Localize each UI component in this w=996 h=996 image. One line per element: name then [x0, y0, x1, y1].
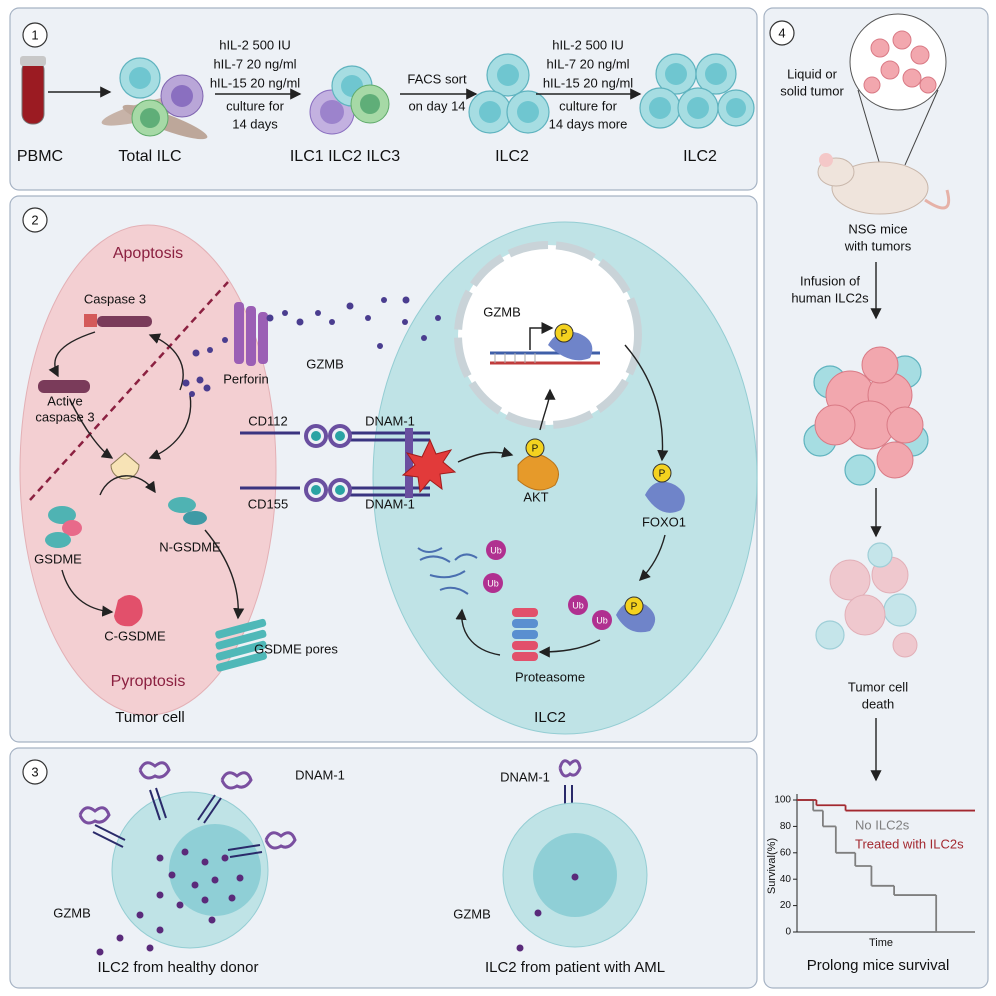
phospho-badge: [624, 596, 644, 616]
molecule-label: AKT: [523, 489, 548, 504]
stage-label: Total ILC: [118, 148, 181, 165]
panel-4-art: [803, 13, 951, 782]
condition: hIL-2 500 IU: [552, 37, 624, 52]
cell-label: ILC2: [534, 709, 566, 726]
ub-badge: [568, 595, 588, 615]
molecule-label: GZMB: [453, 906, 491, 921]
molecule-label: CD112: [248, 413, 288, 428]
ub-badge: [592, 610, 612, 630]
phospho-label: P: [631, 602, 638, 613]
caption: ILC2 from patient with AML: [485, 959, 665, 976]
ub-label: Ub: [596, 615, 608, 625]
condition: hIL-2 500 IU: [219, 37, 291, 52]
condition: hIL-15 20 ng/ml: [543, 75, 633, 90]
y-tick-label: 60: [780, 847, 792, 858]
panel-3-art: [78, 759, 648, 956]
molecule-label: Perforin: [223, 371, 269, 386]
molecule-label: C-GSDME: [104, 628, 166, 643]
ub-badge: [483, 573, 503, 593]
molecule-label: Caspase 3: [84, 291, 146, 306]
y-axis-label: Survival(%): [766, 838, 778, 894]
step-label: solid tumor: [780, 83, 844, 98]
molecule-label: CD155: [248, 496, 288, 511]
molecule-label: Active: [47, 393, 82, 408]
stage-label: ILC1 ILC2 ILC3: [290, 148, 400, 165]
step-label: Tumor cell: [848, 679, 908, 694]
condition: hIL-7 20 ng/ml: [546, 56, 629, 71]
cell-label: Tumor cell: [115, 709, 184, 726]
legend-label: Treated with ILC2s: [855, 836, 964, 851]
molecule-label: caspase 3: [35, 409, 94, 424]
conclusion: Prolong mice survival: [807, 957, 950, 974]
ub-label: Ub: [487, 578, 499, 588]
panel-number: 3: [31, 764, 38, 779]
step-label: Liquid or: [787, 66, 838, 81]
caption: ILC2 from healthy donor: [98, 959, 259, 976]
step-label: Infusion of: [800, 273, 860, 288]
y-tick-label: 100: [774, 795, 791, 806]
stage-label: ILC2: [683, 148, 717, 165]
stage-label: PBMC: [17, 148, 63, 165]
condition: culture for: [226, 98, 284, 113]
molecule-label: DNAM-1: [365, 413, 415, 428]
step-label: human ILC2s: [791, 290, 869, 305]
condition: 14 days: [232, 116, 278, 131]
y-tick-label: 20: [780, 900, 792, 911]
step-label: with tumors: [844, 238, 912, 253]
condition: hIL-15 20 ng/ml: [210, 75, 300, 90]
panel-number: 1: [31, 27, 38, 42]
molecule-label: GZMB: [53, 905, 91, 920]
molecule-label: GSDME pores: [254, 641, 338, 656]
molecule-label: DNAM-1: [365, 496, 415, 511]
ub-label: Ub: [490, 545, 502, 555]
step-label: death: [862, 696, 895, 711]
phospho-label: P: [561, 329, 568, 340]
molecule-label: GZMB: [306, 356, 344, 371]
molecule-label: GZMB: [483, 304, 521, 319]
phospho-badge: [554, 323, 574, 343]
y-tick-label: 80: [780, 821, 792, 832]
panel-number: 4: [778, 25, 785, 40]
stage-label: ILC2: [495, 148, 529, 165]
phospho-badge: [525, 438, 545, 458]
panel-badge: [22, 759, 48, 785]
molecule-label: DNAM-1: [295, 767, 345, 782]
panel-2-art: [19, 221, 758, 735]
legend-label: No ILC2s: [855, 817, 910, 832]
condition: on day 14: [408, 98, 465, 113]
y-tick-label: 40: [780, 874, 792, 885]
panel-1-art: [20, 53, 755, 140]
process-label: Pyroptosis: [111, 673, 186, 690]
process-label: Apoptosis: [113, 245, 183, 262]
y-tick-label: 0: [785, 927, 791, 938]
panel-badge: [769, 20, 795, 46]
molecule-label: FOXO1: [642, 514, 686, 529]
condition: 14 days more: [549, 116, 628, 131]
molecule-label: DNAM-1: [500, 769, 550, 784]
phospho-label: P: [532, 444, 539, 455]
panel-number: 2: [31, 212, 38, 227]
panel-badge: [22, 22, 48, 48]
molecule-label: GSDME: [34, 551, 82, 566]
condition: FACS sort: [407, 71, 467, 86]
step-label: NSG mice: [848, 221, 907, 236]
condition: hIL-7 20 ng/ml: [213, 56, 296, 71]
molecule-label: Proteasome: [515, 669, 585, 684]
molecule-label: N-GSDME: [159, 539, 221, 554]
survival-plot: 0 20 40 60 80 100 Survival(%) Time No ILC2s Treat…: [766, 794, 975, 949]
x-axis-label: Time: [869, 937, 893, 949]
ub-badge: [486, 540, 506, 560]
phospho-badge: [652, 463, 672, 483]
condition: culture for: [559, 98, 617, 113]
panel-badge: [22, 207, 48, 233]
ub-label: Ub: [572, 600, 584, 610]
phospho-label: P: [659, 469, 666, 480]
